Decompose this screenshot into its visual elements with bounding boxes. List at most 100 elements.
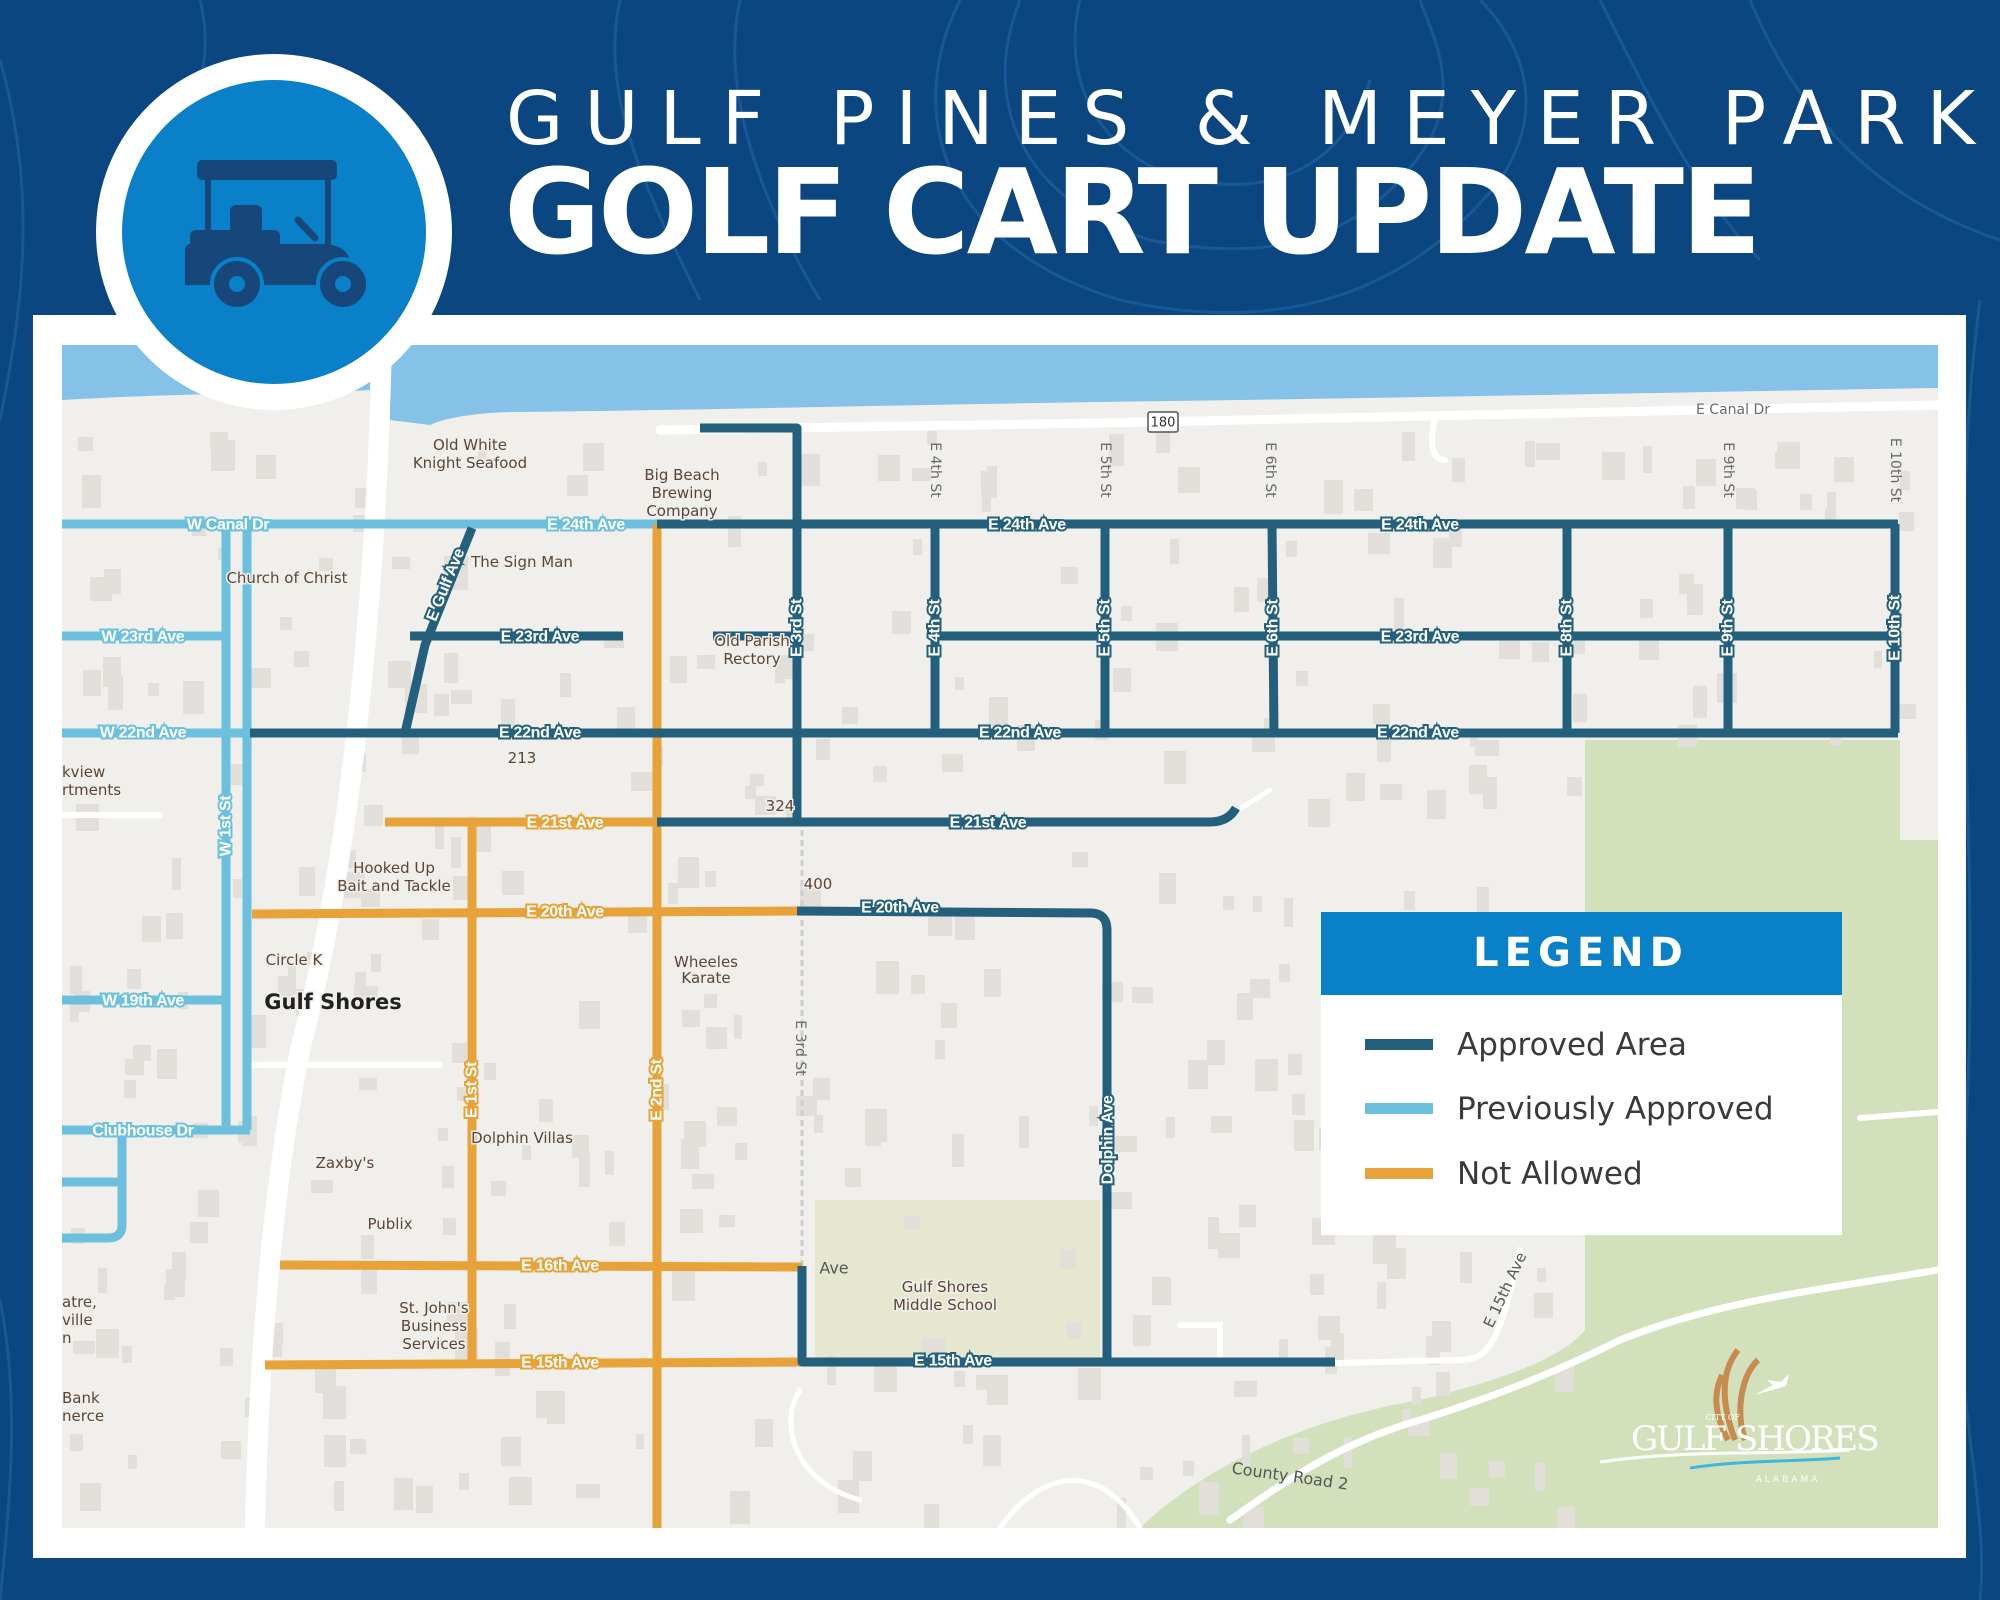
building: [1874, 651, 1882, 668]
street-name: E 6th St: [1262, 442, 1278, 498]
building: [1567, 777, 1582, 796]
building: [416, 1486, 433, 1513]
building: [319, 558, 333, 571]
road-label: E 2nd St: [649, 1058, 666, 1121]
building: [983, 1435, 1001, 1466]
building: [128, 1455, 137, 1469]
building: [1089, 1106, 1098, 1126]
building: [1067, 1322, 1082, 1339]
building: [133, 1045, 151, 1061]
building: [1218, 1233, 1240, 1258]
building: [1775, 452, 1798, 469]
building: [813, 1078, 830, 1100]
building: [1113, 668, 1131, 692]
building: [359, 1078, 377, 1090]
building: [1255, 1059, 1278, 1091]
building: [935, 1040, 945, 1059]
place-label: Gulf Shores Middle School: [893, 1278, 997, 1314]
building: [96, 1329, 119, 1358]
building: [1239, 1205, 1256, 1227]
road-label: E 15th Ave: [521, 1355, 599, 1372]
building: [183, 681, 204, 714]
building: [692, 1174, 714, 1189]
building: [1250, 979, 1270, 998]
road-label: E 24th Ave: [547, 517, 625, 534]
building: [1475, 740, 1499, 756]
building: [344, 872, 365, 898]
place-label: kview rtments: [62, 763, 121, 799]
not-allowed-routes[interactable]: [251, 524, 803, 1528]
building: [1156, 432, 1170, 453]
building: [233, 879, 242, 898]
building: [1288, 1054, 1302, 1075]
building: [814, 1115, 823, 1133]
building: [1199, 1482, 1219, 1515]
building: [560, 673, 571, 697]
building: [251, 1015, 266, 1048]
building: [1404, 891, 1415, 910]
building: [334, 1481, 344, 1511]
building: [1394, 598, 1404, 631]
road-label: E 4th St: [927, 598, 944, 656]
previously-approved-routes[interactable]: [62, 519, 657, 1243]
building: [280, 617, 292, 630]
street-name: E 10th St: [1887, 438, 1903, 503]
building: [876, 961, 899, 994]
road-label: E 6th St: [1265, 598, 1282, 656]
building: [350, 1439, 366, 1454]
building: [453, 876, 472, 900]
building: [1412, 1387, 1421, 1405]
building: [221, 1441, 241, 1459]
building: [636, 1434, 644, 1449]
building: [1279, 964, 1290, 982]
building: [82, 475, 101, 508]
building: [1166, 1117, 1175, 1138]
building: [502, 871, 524, 895]
place-labels: Old White Knight Seafood Big Beach Brewing…: [62, 435, 999, 1427]
building: [501, 699, 515, 726]
building: [1178, 467, 1200, 493]
route-shield-icon: [1147, 411, 1179, 433]
place-label: atre, ville n: [62, 1293, 97, 1347]
place-label: The Sign Man: [470, 553, 573, 571]
building: [70, 1434, 83, 1451]
road-label: E 9th St: [1720, 598, 1737, 656]
building: [73, 1341, 95, 1354]
building: [1469, 765, 1487, 794]
building: [539, 1099, 553, 1122]
building: [443, 1218, 456, 1235]
building: [103, 657, 121, 687]
road-label: E 10th St: [1887, 594, 1904, 661]
building: [547, 1391, 565, 1424]
building: [954, 1371, 965, 1387]
building: [504, 1304, 516, 1329]
building: [1331, 1333, 1344, 1360]
building: [706, 1027, 727, 1049]
approved-routes[interactable]: [250, 423, 1900, 1367]
street-name: Ave: [819, 1259, 848, 1278]
road-label: E 3rd St: [789, 598, 806, 657]
building: [1344, 1437, 1352, 1468]
building: [1188, 1060, 1208, 1089]
building: [745, 786, 756, 799]
building: [457, 1087, 468, 1101]
building: [227, 764, 245, 785]
building: [122, 1346, 132, 1363]
place-label: Circle K: [266, 951, 324, 969]
building: [1115, 1136, 1137, 1152]
building: [981, 471, 993, 494]
road-label: E 8th St: [1559, 598, 1576, 656]
golf-cart-badge: [96, 54, 452, 410]
building: [172, 858, 181, 890]
building: [311, 1180, 333, 1193]
building: [1602, 452, 1625, 480]
building: [172, 1252, 186, 1279]
building: [1683, 486, 1695, 509]
legend-swatch: [1365, 1103, 1433, 1114]
building: [364, 805, 383, 826]
building: [1223, 896, 1234, 910]
street-name: E 3rd St: [792, 1020, 808, 1076]
road-label: E 1st St: [464, 1061, 481, 1118]
building: [1140, 1467, 1153, 1480]
place-label: Old Parish Rectory: [714, 632, 789, 668]
